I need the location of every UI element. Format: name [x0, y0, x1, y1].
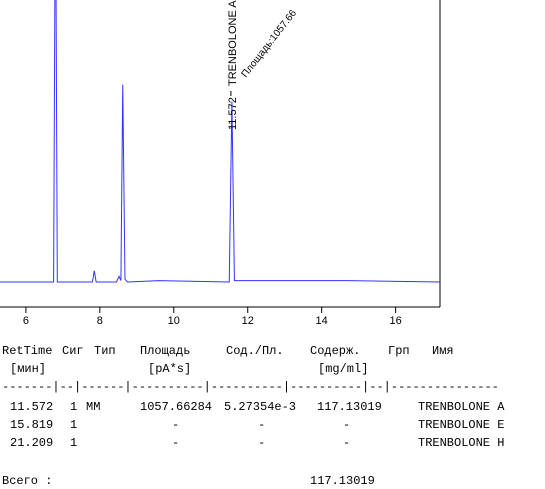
table-cell: 15.819	[10, 418, 53, 432]
table-cell: TRENBOLONE A	[418, 400, 505, 414]
total-label: Всего :	[2, 474, 52, 488]
table-cell: MM	[86, 400, 100, 414]
table-cell: TRENBOLONE E	[418, 418, 504, 432]
peak-name: TRENBOLONE A	[227, 0, 239, 86]
x-tick-label: 8	[97, 315, 103, 327]
plot-area	[0, 0, 440, 283]
table-cell: 1057.66284	[140, 400, 212, 414]
table-cell: 1	[70, 418, 77, 432]
header-cell: Площадь	[140, 344, 190, 358]
total-value: 117.13019	[310, 474, 375, 488]
x-tick-label: 16	[390, 315, 402, 327]
table-cell: -	[258, 436, 265, 450]
table-cell: -	[172, 418, 179, 432]
table-cell: -	[172, 436, 179, 450]
unit-cell: [pA*s]	[148, 362, 191, 376]
header-cell: Грп	[388, 344, 410, 358]
x-tick-label: 10	[168, 315, 180, 327]
x-tick-label: 14	[316, 315, 328, 327]
header-cell: Тип	[94, 344, 116, 358]
table-cell: 11.572	[10, 400, 53, 414]
table-cell: 5.27354e-3	[224, 400, 296, 414]
table-cell: -	[258, 418, 265, 432]
peak-time: 11.572	[227, 97, 239, 130]
table-cell: 117.13019	[317, 400, 382, 414]
x-tick-label: 6	[23, 315, 29, 327]
rule: -------|--|------|----------|----------|…	[2, 380, 499, 394]
table-cell: 1	[70, 400, 77, 414]
header-cell: Сод./Пл.	[226, 344, 284, 358]
table-cell: 1	[70, 436, 77, 450]
peak-area: Площадь:1057.66	[240, 8, 300, 80]
unit-cell: [мин]	[10, 362, 46, 376]
table-cell: 21.209	[10, 436, 53, 450]
header-cell: Содерж.	[310, 344, 360, 358]
header-cell: Сиг	[62, 344, 84, 358]
unit-cell: [mg/ml]	[318, 362, 368, 376]
x-tick-label: 12	[242, 315, 254, 327]
trace	[0, 0, 440, 283]
table-cell: -	[343, 418, 350, 432]
table-cell: TRENBOLONE H	[418, 436, 504, 450]
header-cell: Имя	[432, 344, 454, 358]
header-cell: RetTime	[2, 344, 52, 358]
table-cell: -	[343, 436, 350, 450]
